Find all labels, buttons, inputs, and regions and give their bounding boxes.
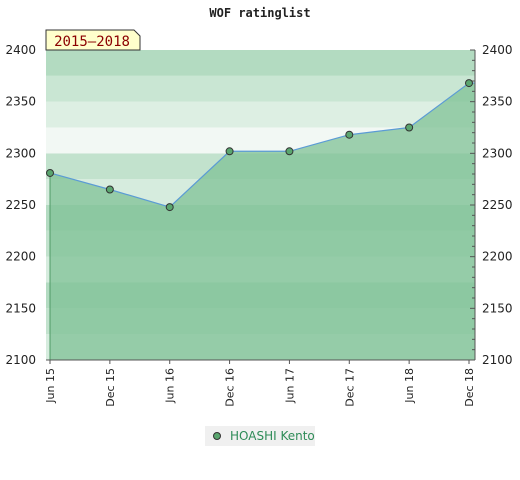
y-tick-label-left: 2300 <box>5 146 36 160</box>
x-tick-label: Jun 17 <box>283 368 296 404</box>
y-axis-left: 2100 2150 2200 2250 2300 2350 2400 <box>5 43 36 367</box>
legend[interactable]: HOASHI Kento <box>205 426 315 446</box>
period-label: 2015–2018 <box>54 34 130 50</box>
background-band <box>46 101 475 128</box>
y-tick-label-right: 2350 <box>482 95 513 109</box>
x-tick-label: Jun 15 <box>44 368 57 404</box>
data-point <box>165 203 174 212</box>
background-band <box>46 50 475 76</box>
data-point <box>465 79 473 88</box>
x-tick-label: Dec 16 <box>224 368 237 407</box>
x-axis: Jun 15 Dec 15 Jun 16 Dec 16 Jun 17 Dec 17 Jun … <box>44 359 476 407</box>
y-tick-label-right: 2250 <box>482 198 513 212</box>
x-tick-label: Dec 15 <box>104 368 117 407</box>
data-point <box>345 130 354 139</box>
period-badge: 2015–2018 <box>45 29 141 51</box>
y-tick-label-left: 2200 <box>5 250 36 264</box>
data-point <box>225 147 234 156</box>
area-fill <box>50 83 475 361</box>
y-tick-label-right: 2100 <box>482 353 513 367</box>
data-points <box>46 79 473 212</box>
x-tick-label: Jun 18 <box>403 368 416 404</box>
legend-label: HOASHI Kento <box>230 429 315 443</box>
y-axis-right: 2100 2150 2200 2250 2300 2350 2400 <box>470 43 513 367</box>
background-band <box>46 75 475 102</box>
x-tick-label: Jun 16 <box>164 368 177 404</box>
legend-marker <box>213 432 221 440</box>
y-tick-label-left: 2100 <box>5 353 36 367</box>
data-point <box>405 123 414 132</box>
y-tick-label-left: 2400 <box>5 43 36 57</box>
data-point <box>285 147 294 156</box>
y-tick-label-right: 2400 <box>482 43 513 57</box>
x-tick-label: Dec 17 <box>343 368 356 407</box>
x-tick-label: Dec 18 <box>463 368 476 407</box>
y-tick-label-left: 2350 <box>5 95 36 109</box>
data-point <box>46 168 54 177</box>
y-tick-label-right: 2150 <box>482 301 513 315</box>
data-point <box>105 185 114 194</box>
chart-title: WOF ratinglist <box>209 6 310 20</box>
y-tick-label-right: 2300 <box>482 146 513 160</box>
y-tick-label-right: 2200 <box>482 250 513 264</box>
y-tick-label-left: 2250 <box>5 198 36 212</box>
y-tick-label-left: 2150 <box>5 301 36 315</box>
